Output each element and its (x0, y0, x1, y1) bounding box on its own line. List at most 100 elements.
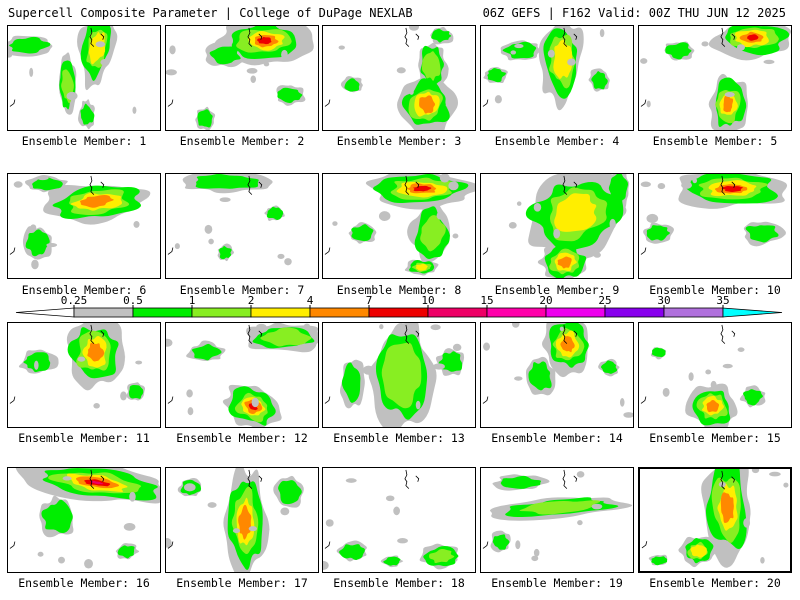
ensemble-map-18[interactable] (322, 467, 476, 573)
scp-speckle (174, 243, 180, 250)
member-label-8: Ensemble Member: 8 (336, 283, 462, 297)
colorbar-tick-label: 25 (598, 296, 611, 307)
scp-contour (266, 206, 284, 220)
ensemble-map-13[interactable] (322, 322, 476, 428)
scp-speckle (169, 45, 176, 55)
ensemble-map-16[interactable] (7, 467, 161, 573)
member-label-16: Ensemble Member: 16 (18, 576, 150, 590)
colorbar-tick-label: 35 (716, 296, 729, 307)
scp-speckle (36, 175, 49, 181)
scp-contour-field (640, 324, 766, 427)
scp-contour (219, 246, 232, 260)
scp-contour-field (324, 323, 465, 427)
ensemble-map-19[interactable] (480, 467, 634, 573)
scp-speckle (284, 258, 292, 266)
scp-contour (646, 225, 671, 241)
ensemble-map-9[interactable] (480, 173, 634, 279)
ensemble-map-7[interactable] (165, 173, 319, 279)
scp-contour (745, 225, 779, 243)
scp-speckle (46, 242, 58, 248)
scp-speckle (511, 323, 520, 328)
ensemble-map-2[interactable] (165, 25, 319, 131)
scp-speckle (599, 28, 605, 38)
colorbar-tick-label: 4 (307, 296, 314, 307)
scp-contour (32, 176, 63, 191)
ensemble-map-14[interactable] (480, 322, 634, 428)
scp-contour (600, 360, 618, 374)
ensemble-map-20[interactable] (638, 467, 792, 573)
colorbar-segment (722, 307, 783, 318)
scp-speckle (34, 360, 39, 370)
scp-speckle (29, 67, 34, 78)
scp-speckle (186, 389, 193, 398)
scp-speckle (93, 403, 100, 409)
ensemble-map-17[interactable] (165, 467, 319, 573)
scp-speckle (567, 58, 576, 66)
member-label-19: Ensemble Member: 19 (491, 576, 623, 590)
coastline (9, 27, 105, 107)
scp-speckle (722, 363, 733, 369)
scp-speckle (393, 506, 400, 516)
scp-speckle (208, 238, 214, 245)
scp-contour (419, 95, 436, 114)
scp-speckle (397, 538, 408, 544)
colorbar-tick-label: 2 (248, 296, 255, 307)
scp-speckle (187, 407, 194, 416)
ensemble-map-1[interactable] (7, 25, 161, 131)
ensemble-map-4[interactable] (480, 25, 634, 131)
scp-contour-field (324, 26, 460, 130)
coastline (9, 469, 105, 549)
scp-speckle (303, 323, 310, 328)
scp-speckle (62, 476, 72, 481)
ensemble-map-3[interactable] (322, 25, 476, 131)
scp-speckle (514, 43, 524, 49)
scp-speckle (646, 213, 659, 223)
ensemble-map-11[interactable] (7, 322, 161, 428)
colorbar-tick-label: 0.25 (61, 296, 88, 307)
scp-contour (117, 545, 135, 559)
scp-speckle (623, 412, 633, 418)
ensemble-map-6[interactable] (7, 173, 161, 279)
ensemble-map-5[interactable] (638, 25, 792, 131)
scp-speckle (452, 233, 459, 239)
scp-speckle (433, 363, 445, 370)
scp-contour (420, 215, 446, 252)
scp-contour (743, 389, 764, 406)
coastline (167, 27, 263, 107)
page-title: Supercell Composite Parameter | College … (8, 6, 413, 20)
scp-speckle (207, 502, 217, 508)
scp-speckle (13, 181, 23, 188)
scp-speckle (516, 201, 522, 206)
scp-contour-field (166, 323, 318, 427)
colorbar-segment (545, 307, 606, 318)
scp-speckle (445, 102, 457, 108)
colorbar-segment (368, 307, 429, 318)
scp-contour (381, 342, 422, 409)
coastline (324, 324, 420, 404)
ensemble-map-10[interactable] (638, 173, 792, 279)
scp-speckle (385, 495, 395, 502)
scp-contour (351, 224, 374, 242)
ensemble-map-15[interactable] (638, 322, 792, 428)
scp-contour-field (9, 175, 151, 270)
colorbar-tick-label: 0.5 (123, 296, 143, 307)
scp-speckle (640, 58, 648, 64)
scp-contour (238, 504, 252, 540)
ensemble-map-12[interactable] (165, 322, 319, 428)
ensemble-map-8[interactable] (322, 173, 476, 279)
scp-speckle (452, 343, 462, 352)
member-label-2: Ensemble Member: 2 (179, 134, 305, 148)
member-label-1: Ensemble Member: 1 (21, 134, 147, 148)
scp-speckle (559, 326, 564, 332)
scp-speckle (510, 50, 517, 55)
scp-contour (651, 556, 668, 566)
scp-speckle (751, 469, 760, 474)
colorbar-segment (191, 307, 252, 318)
scp-speckle (531, 555, 539, 562)
scp-contour-field (640, 26, 791, 130)
scp-speckle (439, 174, 450, 183)
coastline (640, 324, 736, 404)
scp-contour-field (167, 174, 292, 266)
scp-speckle (533, 548, 540, 557)
scp-contour (492, 534, 510, 550)
